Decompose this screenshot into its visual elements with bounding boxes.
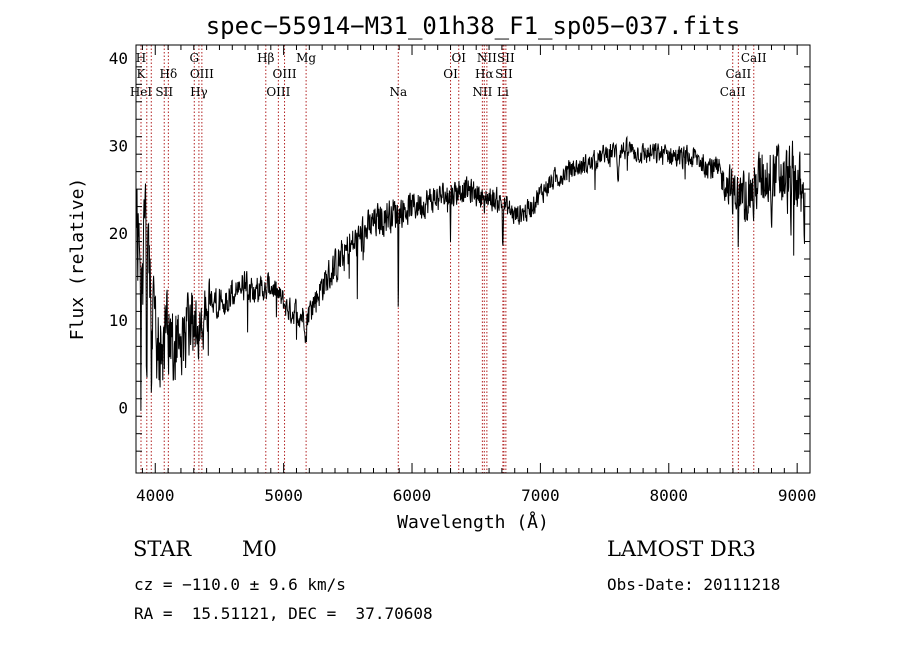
y-tick-label: 30 bbox=[109, 136, 128, 155]
x-tick-label: 9000 bbox=[778, 486, 817, 505]
object-subclass: M0 bbox=[242, 537, 277, 561]
line-label: K bbox=[137, 67, 147, 81]
line-label: Li bbox=[497, 85, 509, 99]
chart-title: spec−55914−M31_01h38_F1_sp05−037.fits bbox=[206, 12, 741, 40]
line-label: OI bbox=[443, 67, 458, 81]
line-label: CaII bbox=[720, 85, 746, 99]
line-label: HeI bbox=[130, 85, 153, 99]
x-tick-label: 7000 bbox=[521, 486, 560, 505]
x-tick-label: 8000 bbox=[650, 486, 689, 505]
line-label: SII bbox=[497, 51, 515, 65]
x-tick-label: 5000 bbox=[264, 486, 303, 505]
y-tick-label: 20 bbox=[109, 224, 128, 243]
line-label: OI bbox=[451, 51, 466, 65]
line-label: OIII bbox=[273, 67, 297, 81]
line-label: NII bbox=[472, 85, 492, 99]
survey-name: LAMOST DR3 bbox=[607, 537, 756, 561]
line-label: NII bbox=[477, 51, 497, 65]
line-label: SII bbox=[495, 67, 513, 81]
line-label: Hβ bbox=[257, 51, 274, 65]
y-tick-label: 0 bbox=[118, 398, 128, 417]
object-class: STAR bbox=[133, 537, 192, 561]
line-label: G bbox=[189, 51, 199, 65]
line-label: Hδ bbox=[160, 67, 178, 81]
x-tick-label: 4000 bbox=[136, 486, 175, 505]
y-tick-label: 40 bbox=[109, 49, 128, 68]
line-label: OIII bbox=[190, 67, 214, 81]
coordinates-readout: RA = 15.51121, DEC = 37.70608 bbox=[134, 604, 433, 623]
y-tick-label: 10 bbox=[109, 311, 128, 330]
line-label: CaII bbox=[725, 67, 751, 81]
plot-frame bbox=[135, 44, 811, 474]
x-tick-label: 6000 bbox=[393, 486, 432, 505]
line-label: Hγ bbox=[190, 85, 208, 99]
line-label: OIII bbox=[266, 85, 290, 99]
line-label: SII bbox=[155, 85, 173, 99]
redshift-readout: cz = −110.0 ± 9.6 km/s bbox=[134, 575, 346, 594]
observation-date: Obs-Date: 20111218 bbox=[607, 575, 781, 594]
x-axis-label: Wavelength (Å) bbox=[397, 511, 549, 533]
line-label: CaII bbox=[741, 51, 767, 65]
y-axis-label: Flux (relative) bbox=[67, 178, 88, 341]
line-label: Hα bbox=[475, 67, 494, 81]
line-label: Na bbox=[389, 85, 407, 99]
line-label: Mg bbox=[296, 51, 316, 65]
line-label: H bbox=[136, 51, 146, 65]
spectrum-line bbox=[136, 135, 806, 411]
axis-ticks: 4000 5000 6000 7000 8000 9000 0 10 20 30 40 bbox=[109, 45, 817, 505]
